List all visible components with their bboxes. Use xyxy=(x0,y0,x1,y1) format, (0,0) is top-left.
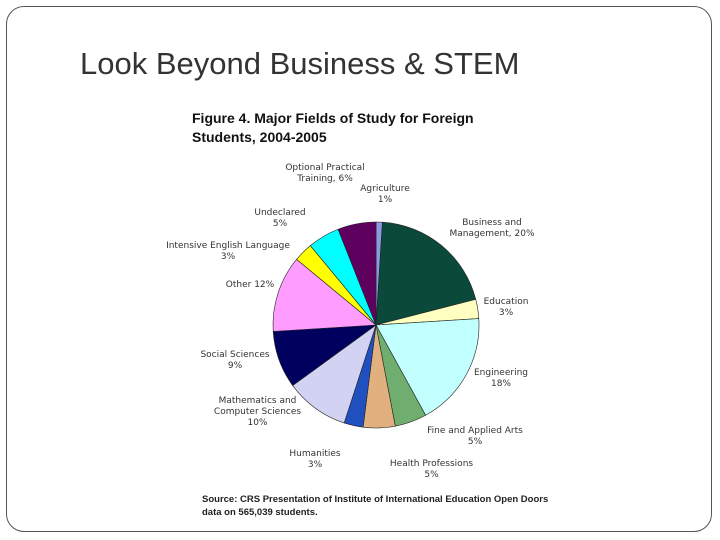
slice-label: Engineering 18% xyxy=(466,368,536,390)
slice-name: Fine and Applied Arts xyxy=(427,426,523,436)
slice-label: Social Sciences 9% xyxy=(195,350,275,372)
slice-label: Undeclared 5% xyxy=(250,208,310,230)
slice-value-label: 5% xyxy=(272,219,288,229)
slice-name: Social Sciences xyxy=(200,350,270,360)
slice-label: Mathematics and Computer Sciences 10% xyxy=(205,396,310,429)
pie-slice xyxy=(272,258,377,332)
slice-label: Other 12% xyxy=(225,280,275,291)
slice-value-label: 3% xyxy=(220,252,236,262)
slice-value-label: 3% xyxy=(307,460,323,470)
slice-name: Other xyxy=(225,280,252,290)
slice-value-label: 6% xyxy=(338,174,353,184)
slice-value-label: 5% xyxy=(424,470,439,480)
slice-name: Humanities xyxy=(289,449,341,459)
slice-value-label: 5% xyxy=(467,437,483,447)
slice-label: Education 3% xyxy=(476,297,536,319)
pie-slice xyxy=(375,221,477,326)
slice-value-label: 12% xyxy=(254,280,275,290)
slice-name: Business and Management, xyxy=(449,218,522,239)
slice-label: Agriculture 1% xyxy=(360,184,410,206)
slice-value-label: 9% xyxy=(227,361,243,371)
slice-name: Health Professions xyxy=(389,459,474,469)
slide-frame xyxy=(6,6,712,532)
slice-label: Intensive English Language 3% xyxy=(158,241,298,263)
slice-value-label: 1% xyxy=(377,195,393,205)
slice-label: Optional Practical Training, 6% xyxy=(280,163,370,185)
slice-label: Business and Management, 20% xyxy=(446,218,538,240)
slice-label: Fine and Applied Arts 5% xyxy=(420,426,530,448)
slice-name: Optional Practical Training, xyxy=(285,163,365,184)
chart-title: Figure 4. Major Fields of Study for Fore… xyxy=(192,110,474,145)
chart-source: Source: CRS Presentation of Institute of… xyxy=(202,494,549,518)
slice-value-label: 10% xyxy=(247,418,268,428)
slice-name: Agriculture xyxy=(360,184,410,194)
slice-name: Education xyxy=(483,297,529,307)
slice-name: Intensive English Language xyxy=(166,241,290,251)
slice-name: Engineering xyxy=(474,368,528,378)
slice-value-label: 20% xyxy=(514,229,535,239)
slice-name: Undeclared xyxy=(254,208,306,218)
slice-value-label: 3% xyxy=(498,308,514,318)
slice-label: Health Professions 5% xyxy=(384,459,479,481)
slice-label: Humanities 3% xyxy=(285,449,345,471)
slide-title: Look Beyond Business & STEM xyxy=(80,46,520,81)
pie-slice xyxy=(337,221,377,326)
slice-name: Mathematics and Computer Sciences xyxy=(213,396,302,417)
slice-value-label: 18% xyxy=(490,379,511,389)
pie-slice xyxy=(375,318,480,416)
